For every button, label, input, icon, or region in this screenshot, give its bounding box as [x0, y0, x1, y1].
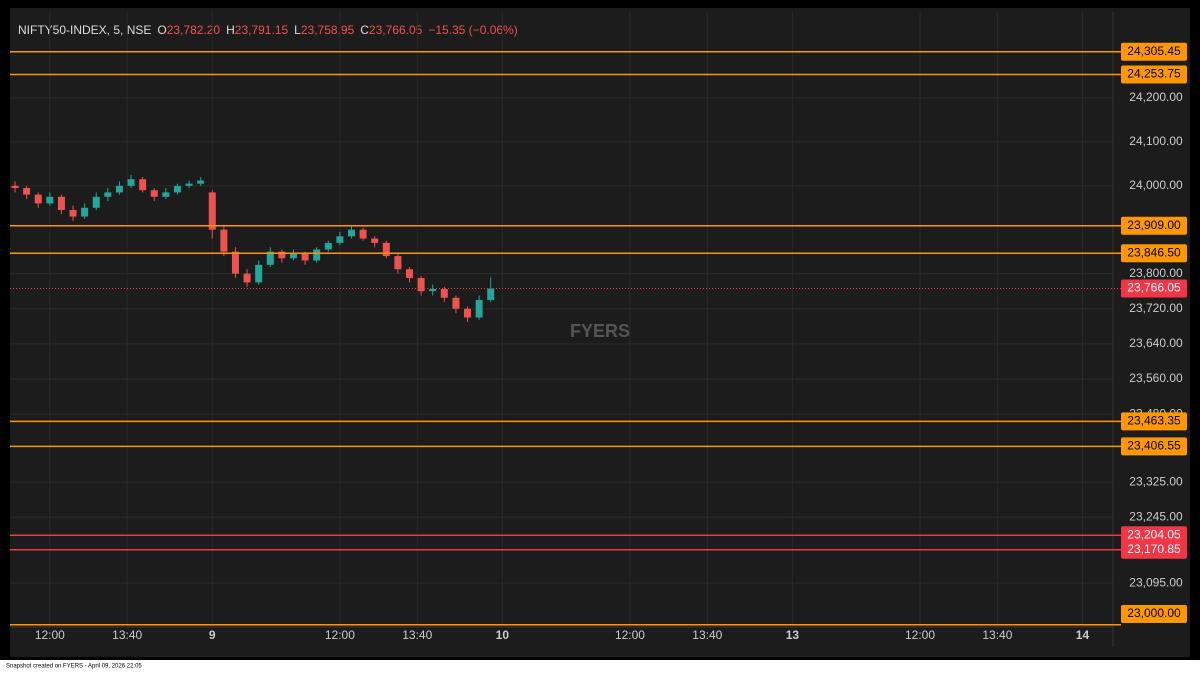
x-tick-label: 12:00: [615, 628, 645, 642]
candle-body: [278, 251, 286, 259]
x-tick-label: 13:40: [112, 628, 142, 642]
price-tag: [1121, 279, 1187, 298]
candle-body: [243, 273, 251, 283]
price-tag: [1121, 216, 1187, 235]
x-tick-label: 10: [496, 628, 510, 642]
candle-body: [46, 196, 54, 204]
candle-body: [382, 242, 390, 257]
candle-body: [208, 192, 216, 230]
watermark: FYERS: [570, 321, 630, 341]
x-tick-label: 9: [209, 628, 216, 642]
price-tag-label: 23,000.00: [1127, 606, 1181, 620]
candle-body: [231, 251, 239, 274]
price-tag-label: 24,253.75: [1127, 67, 1181, 81]
panel: [10, 8, 1190, 657]
y-tick-label: 23,095.00: [1129, 575, 1183, 589]
x-tick-label: 12:00: [905, 628, 935, 642]
y-tick-label: 23,720.00: [1129, 301, 1183, 315]
price-tag: [1121, 412, 1187, 431]
price-tag-label: 23,846.50: [1127, 245, 1181, 259]
candle-body: [150, 190, 158, 197]
x-tick-label: 12:00: [325, 628, 355, 642]
header-l-label: L: [294, 23, 301, 37]
y-tick-label: 24,000.00: [1129, 178, 1183, 192]
y-tick-label: 24,200.00: [1129, 90, 1183, 104]
price-tag: [1121, 526, 1187, 545]
candle-body: [57, 196, 65, 210]
y-tick-label: 23,245.00: [1129, 509, 1183, 523]
price-tag-label: 23,463.35: [1127, 414, 1181, 428]
candle-body: [162, 192, 170, 197]
price-tag: [1121, 65, 1187, 84]
price-tag-label: 23,406.55: [1127, 439, 1181, 453]
header-change: −15.35 (−0.06%): [428, 23, 517, 37]
candle-body: [185, 183, 193, 186]
x-tick-label: 13: [786, 628, 800, 642]
candle-body: [255, 264, 263, 283]
candle-body: [336, 236, 344, 243]
y-tick-label: 23,640.00: [1129, 336, 1183, 350]
price-tag-label: 23,170.85: [1127, 542, 1181, 556]
candle-body: [429, 288, 437, 292]
candle-body: [69, 209, 77, 217]
candle-body: [347, 229, 355, 237]
x-tick-label: 13:40: [692, 628, 722, 642]
y-tick-label: 23,800.00: [1129, 266, 1183, 280]
header-low: 23,758.95: [301, 23, 355, 37]
candle-body: [394, 256, 402, 270]
candle-body: [115, 185, 123, 193]
price-tag: [1121, 244, 1187, 263]
candle-body: [220, 229, 228, 252]
price-tag: [1121, 605, 1187, 623]
header-high: 23,791.15: [235, 23, 289, 37]
candle-body: [440, 288, 448, 298]
header-o-label: O: [157, 23, 166, 37]
candle-body: [452, 297, 460, 309]
x-tick-label: 13:40: [402, 628, 432, 642]
y-tick-label: 24,100.00: [1129, 134, 1183, 148]
candle-body: [464, 308, 472, 318]
header: NIFTY50-INDEX, 5, NSE O 23,782.20 H 23,791.1…: [18, 23, 518, 37]
candle-body: [81, 207, 89, 217]
header-h-label: H: [226, 23, 235, 37]
footer: Snapshot created on FYERS - April 09, 20…: [6, 664, 142, 670]
header-c-label: C: [360, 23, 369, 37]
candle-body: [371, 238, 379, 243]
price-tag: [1121, 42, 1187, 61]
price-tag-label: 24,305.45: [1127, 44, 1181, 58]
candle-body: [475, 299, 483, 318]
candle-body: [289, 253, 297, 259]
header-open: 23,782.20: [167, 23, 221, 37]
candle-body: [417, 278, 425, 292]
candle-body: [139, 179, 147, 191]
header-close: 23,766.05: [369, 23, 423, 37]
candle-body: [324, 242, 332, 250]
candle-body: [104, 192, 112, 197]
candle-body: [11, 185, 19, 189]
candle-body: [359, 229, 367, 239]
candle-body: [313, 249, 321, 261]
candle-body: [127, 179, 135, 186]
price-tag-label: 23,204.05: [1127, 527, 1181, 541]
x-tick-label: 12:00: [35, 628, 65, 642]
candle-body: [34, 194, 42, 204]
price-tag-label: 23,766.05: [1127, 281, 1181, 295]
candle-body: [301, 253, 309, 261]
x-tick-label: 13:40: [982, 628, 1012, 642]
y-tick-label: 23,560.00: [1129, 371, 1183, 385]
header-symbol: NIFTY50-INDEX, 5, NSE: [18, 23, 151, 37]
candle-body: [197, 180, 205, 184]
candle-body: [487, 288, 495, 300]
price-tag: [1121, 540, 1187, 559]
candle-body: [23, 188, 31, 195]
price-tag-label: 23,909.00: [1127, 218, 1181, 232]
candle-body: [406, 269, 414, 279]
y-tick-label: 23,325.00: [1129, 474, 1183, 488]
x-tick-label: 14: [1076, 628, 1090, 642]
price-tag: [1121, 437, 1187, 456]
candle-body: [173, 185, 181, 193]
candle-body: [92, 196, 100, 208]
candle-body: [266, 251, 274, 265]
